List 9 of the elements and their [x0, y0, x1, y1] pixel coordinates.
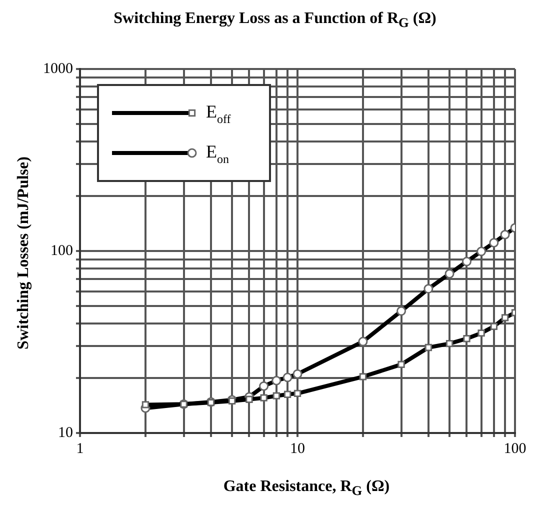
x-tick-label: 1	[76, 440, 84, 457]
x-axis-title: Gate Resistance, R$_{G}$ (Ω)	[222, 478, 391, 500]
x-tick-label: 100	[504, 440, 526, 457]
y-tick-label: 1000	[43, 60, 73, 77]
x-tick-label: 10	[290, 440, 305, 457]
y-axis-title: Switching Losses (mJ/Pulse)	[15, 156, 33, 350]
chart-title: Switching Energy Loss as a Function of R$_{G}$ (Ω)	[112, 10, 438, 32]
y-tick-label: 10	[58, 424, 73, 441]
y-tick-label: 100	[50, 242, 73, 259]
